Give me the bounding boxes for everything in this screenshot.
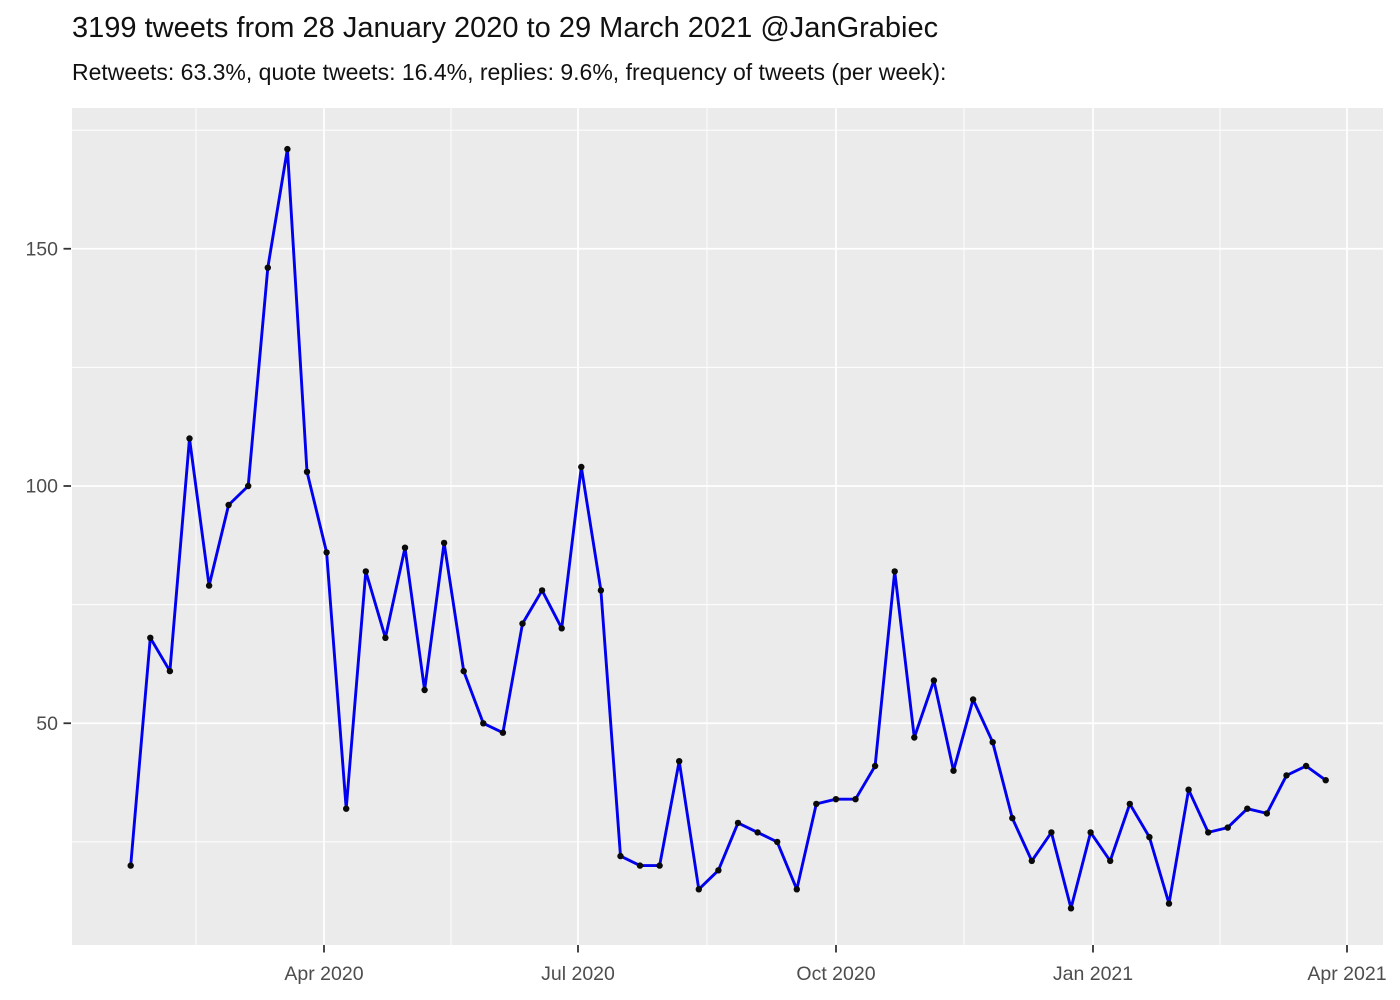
data-point [852,796,859,803]
data-point [421,686,428,694]
data-point [245,482,252,490]
data-point [1244,805,1251,812]
data-point [1224,824,1231,831]
data-point [460,667,467,675]
chart-subtitle: Retweets: 63.3%, quote tweets: 16.4%, re… [72,59,947,85]
data-point [676,758,683,765]
data-point [754,829,761,836]
x-axis-label: Jul 2020 [541,963,615,985]
data-point [538,587,546,594]
data-point [969,696,977,703]
data-point [715,867,722,874]
data-point [1009,814,1016,822]
data-point [695,886,702,893]
data-point [774,838,781,846]
data-line [129,147,1328,910]
data-point [1185,786,1192,793]
data-point [1107,857,1114,865]
data-point [1263,810,1271,817]
data-point [1205,829,1212,836]
data-point [871,762,879,770]
data-point [734,819,742,827]
x-axis-label: Oct 2020 [796,963,875,985]
data-point [832,796,840,803]
data-point [1146,833,1153,841]
data-point [284,145,291,153]
data-point [1283,772,1290,779]
data-point [558,625,565,632]
data-point [656,862,663,869]
data-point [127,862,134,869]
data-point [440,539,448,547]
data-point [813,800,820,808]
data-point [911,734,918,741]
data-point [205,582,213,589]
data-point [636,862,644,869]
data-point [1028,857,1036,865]
y-axis-label: 150 [25,238,58,260]
chart-title: 3199 tweets from 28 January 2020 to 29 M… [72,12,939,44]
data-point [519,620,526,627]
data-point [166,667,174,675]
data-point [382,634,389,641]
y-axis-label: 100 [25,476,58,498]
data-point [499,729,507,736]
x-axis-label: Apr 2021 [1307,963,1386,985]
data-point [891,568,898,575]
data-point [303,468,311,475]
data-point [1087,829,1094,836]
data-point [264,264,271,271]
data-point [597,587,605,594]
x-axis-label: Apr 2020 [284,963,363,985]
data-point [147,634,154,641]
data-point [989,739,996,746]
x-axis-label: Jan 2021 [1053,963,1133,985]
data-point [343,805,350,812]
data-point [1126,800,1134,808]
y-axis-label: 50 [36,713,58,735]
data-point [1067,905,1075,912]
data-point [362,568,369,575]
data-point [1322,777,1329,784]
data-point [793,886,800,893]
data-point [1048,829,1055,836]
plot-panel [72,108,1383,945]
data-point [323,549,330,556]
data-point [950,767,957,774]
data-point [578,463,585,471]
data-point [480,720,487,727]
data-point [930,677,938,684]
data-point [401,544,409,551]
data-point [1165,900,1173,907]
data-point [1302,762,1310,770]
data-point [617,852,624,860]
data-point [225,501,232,509]
data-point [186,435,193,442]
